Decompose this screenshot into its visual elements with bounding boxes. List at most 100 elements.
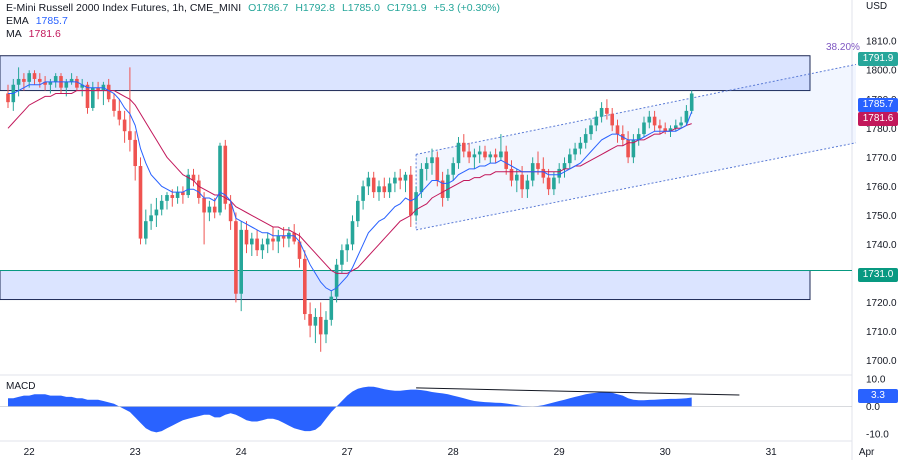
- ema-price-tag: 1785.7: [858, 98, 898, 112]
- candle-body: [85, 84, 90, 108]
- candle-body: [345, 244, 349, 251]
- candle-body: [69, 78, 74, 82]
- high-value: H1792.8: [295, 2, 336, 14]
- candle-body: [154, 209, 159, 216]
- candle-body: [493, 154, 498, 158]
- candle-body: [149, 215, 153, 222]
- candle-body: [303, 258, 307, 315]
- candle-body: [589, 125, 593, 135]
- candle-body: [38, 78, 42, 82]
- y-tick-label: 1800.0: [866, 66, 897, 77]
- candle-body: [48, 81, 53, 85]
- candle-body: [202, 197, 206, 213]
- candle-body: [223, 145, 228, 204]
- x-tick-label: 27: [342, 447, 354, 458]
- candle-body: [133, 139, 137, 167]
- symbol-title: E-Mini Russell 2000 Index Futures, 1h, C…: [6, 2, 242, 14]
- candle-body: [271, 238, 275, 242]
- candle-body: [366, 177, 371, 187]
- fib-level-label: 38.20%: [826, 42, 860, 53]
- x-tick-label: 28: [448, 447, 460, 458]
- candle-body: [636, 134, 641, 140]
- candle-body: [398, 177, 402, 181]
- candle-body: [64, 81, 69, 88]
- candle-body: [578, 142, 583, 149]
- candle-body: [265, 238, 270, 245]
- ma-value: 1781.6: [28, 28, 61, 40]
- candle-body: [106, 84, 111, 100]
- candle-body: [80, 84, 84, 88]
- ema-line: [8, 81, 693, 292]
- candle-body: [239, 229, 243, 294]
- candle-body: [605, 107, 609, 114]
- macd-tick-label: 10.0: [866, 375, 886, 386]
- candle-body: [228, 203, 233, 222]
- candle-body: [615, 125, 620, 135]
- candle-body: [435, 157, 440, 181]
- candle-body: [668, 128, 673, 132]
- candle-body: [424, 163, 429, 169]
- candle-body: [191, 174, 196, 181]
- y-tick-label: 1750.0: [866, 211, 897, 222]
- candle-body: [260, 244, 265, 251]
- candle-body: [414, 192, 418, 216]
- candle-body: [546, 177, 551, 190]
- candle-body: [308, 314, 312, 326]
- candle-body: [573, 148, 577, 155]
- legend-ma: MA 1781.6: [6, 27, 65, 41]
- candle-body: [234, 221, 238, 294]
- candle-body: [594, 116, 599, 126]
- candle-body: [557, 168, 561, 178]
- candle-body: [647, 116, 652, 123]
- candle-body: [324, 319, 328, 335]
- candle-body: [91, 87, 95, 108]
- candle-body: [361, 186, 365, 201]
- candle-body: [626, 139, 630, 158]
- candle-body: [22, 78, 26, 82]
- y-tick-label: 1810.0: [866, 37, 897, 48]
- open-value: O1786.7: [248, 2, 289, 14]
- macd-label: MACD: [6, 381, 36, 392]
- candle-body: [430, 157, 434, 164]
- zone-support: [0, 270, 811, 301]
- candle-body: [520, 174, 524, 190]
- candle-body: [371, 177, 376, 193]
- last-price-tag: 1791.9: [858, 52, 898, 66]
- low-value: L1785.0: [341, 2, 380, 14]
- ma-label: MA: [6, 28, 22, 40]
- candle-body: [536, 163, 540, 169]
- support-price-tag: 1731.0: [858, 268, 898, 282]
- zones-layer: [0, 55, 852, 301]
- candle-body: [340, 250, 344, 265]
- candle-body: [568, 154, 572, 164]
- candle-body: [250, 238, 254, 245]
- x-tick-label: 30: [660, 447, 672, 458]
- candle-body: [684, 110, 689, 123]
- candle-body: [462, 142, 466, 152]
- x-tick-label: 22: [24, 447, 36, 458]
- y-tick-label: 1770.0: [866, 153, 897, 164]
- candle-body: [456, 142, 461, 164]
- change-value: +5.3 (+0.30%): [433, 2, 501, 14]
- candle-body: [509, 168, 514, 181]
- candle-body: [181, 192, 185, 196]
- candle-body: [112, 99, 116, 111]
- legend-ohlc: E-Mini Russell 2000 Index Futures, 1h, C…: [6, 1, 504, 15]
- candle-body: [472, 154, 477, 158]
- candle-body: [255, 238, 259, 251]
- candle-body: [652, 116, 657, 126]
- candle-body: [467, 151, 471, 158]
- y-tick-label: 1710.0: [866, 327, 897, 338]
- x-tick-label: Apr: [859, 447, 875, 458]
- candle-body: [43, 81, 47, 85]
- candle-body: [329, 296, 334, 320]
- candle-body: [403, 174, 408, 181]
- candle-body: [53, 76, 58, 82]
- candle-body: [679, 122, 683, 126]
- candle-body: [297, 241, 302, 259]
- x-tick-label: 31: [766, 447, 778, 458]
- currency-label: USD: [866, 1, 887, 12]
- y-tick-label: 1740.0: [866, 240, 897, 251]
- candle-body: [128, 131, 132, 140]
- ema-value: 1785.7: [35, 15, 68, 27]
